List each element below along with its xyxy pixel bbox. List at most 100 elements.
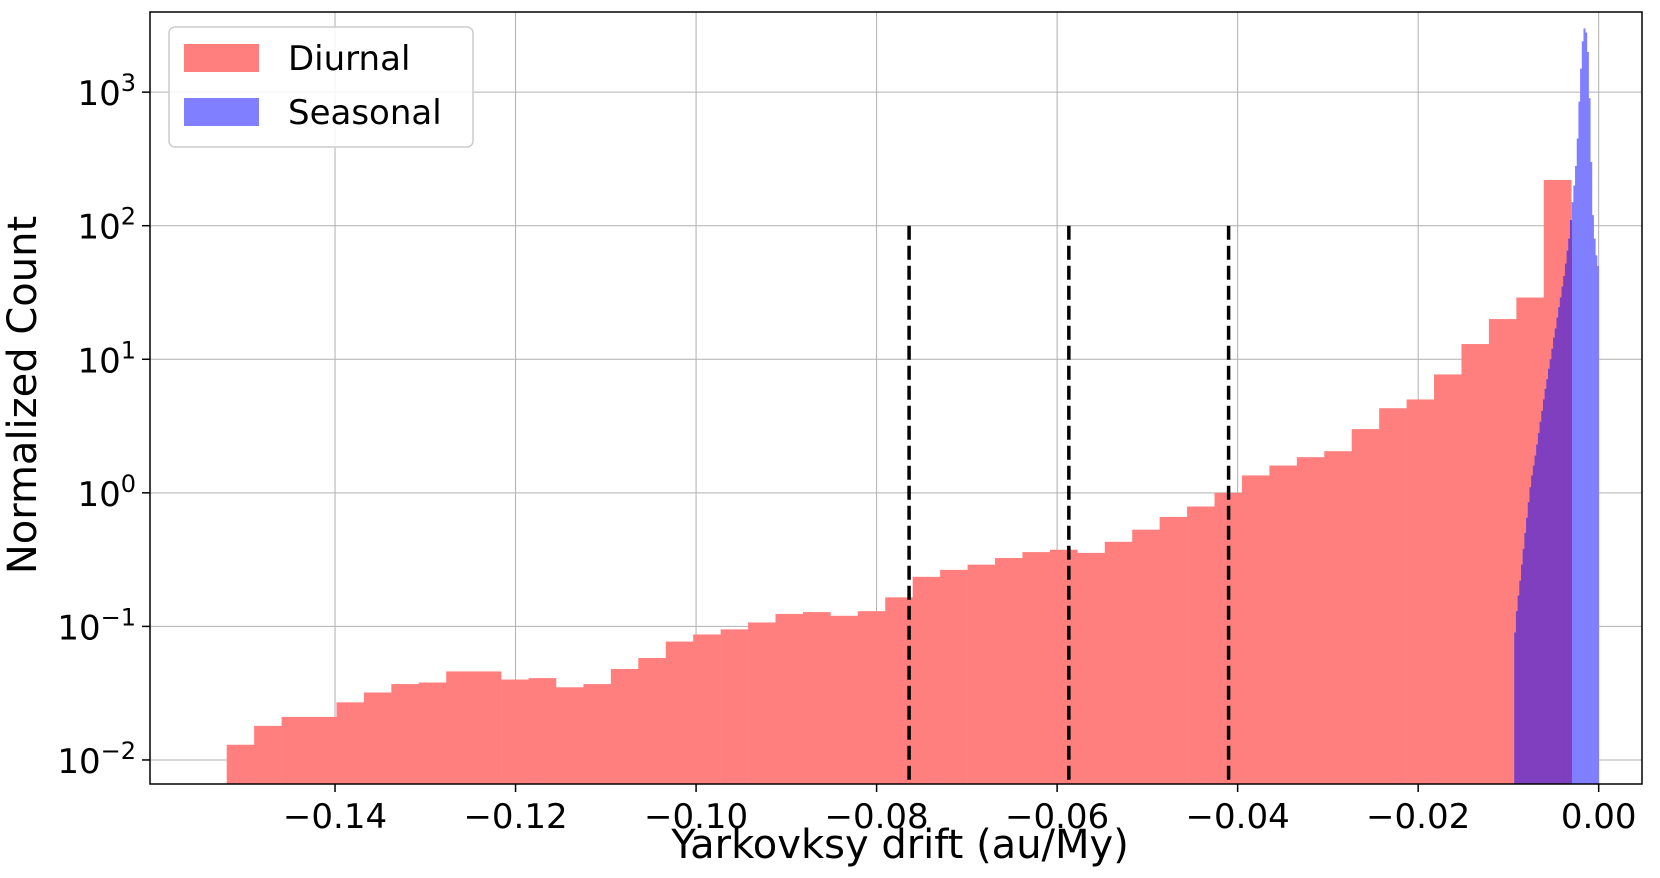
overlap-bar <box>1517 595 1520 784</box>
overlap-bar <box>1522 548 1525 784</box>
overlap-bar <box>1569 220 1572 785</box>
diurnal-bar <box>720 629 749 784</box>
overlap-bar <box>1534 455 1537 784</box>
diurnal-bar <box>446 671 474 784</box>
diurnal-bar <box>802 612 831 784</box>
overlap-bars <box>1514 220 1572 785</box>
diurnal-bar <box>638 657 667 784</box>
x-tick-label: −0.12 <box>463 797 567 837</box>
x-axis-label: Yarkovksy drift (au/My) <box>670 822 1129 868</box>
diurnal-bar <box>610 668 639 784</box>
legend-swatch-diurnal <box>184 44 259 72</box>
diurnal-bar <box>1104 541 1133 784</box>
x-tick-label: −0.08 <box>824 797 928 837</box>
diurnal-bar <box>1351 429 1380 784</box>
diurnal-bar <box>1488 319 1517 784</box>
plot-area-frame <box>149 11 1643 785</box>
diurnal-bar <box>940 569 968 784</box>
y-tick-label: 101 <box>77 336 136 381</box>
x-axis-ticks: −0.14 −0.12 −0.10 −0.08 −0.06 −0.04 −0.02 0.00 <box>283 784 1637 837</box>
diurnal-bar <box>748 622 776 784</box>
diurnal-bar <box>1379 408 1407 784</box>
seasonal-bar <box>1575 165 1578 784</box>
overlap-bar <box>1566 250 1569 785</box>
diurnal-bar <box>830 615 859 784</box>
diurnal-bar <box>1324 451 1353 784</box>
overlap-bar <box>1529 487 1532 784</box>
legend-swatch-seasonal <box>184 98 259 126</box>
diurnal-bar <box>1241 475 1270 784</box>
overlap-bar <box>1531 475 1534 784</box>
diurnal-bar <box>995 558 1023 784</box>
diurnal-bar <box>857 611 886 784</box>
overlap-bar <box>1559 297 1562 784</box>
overlap-bar <box>1542 399 1545 784</box>
overlap-bar <box>1536 444 1539 784</box>
x-tick-label: −0.10 <box>644 797 748 837</box>
overlap-bar <box>1521 564 1524 784</box>
overlap-bar <box>1551 348 1554 784</box>
legend-label-seasonal: Seasonal <box>288 93 442 133</box>
diurnal-bar <box>1132 529 1160 784</box>
x-tick-label: −0.04 <box>1186 797 1290 837</box>
diurnal-bar <box>912 576 941 784</box>
diurnal-bar <box>775 613 804 784</box>
overlap-bar <box>1548 368 1551 784</box>
seasonal-bar <box>1585 32 1588 785</box>
seasonal-bar <box>1571 202 1574 784</box>
diurnal-bar <box>418 682 447 784</box>
diurnal-bar <box>1296 457 1325 784</box>
overlap-bar <box>1558 307 1561 784</box>
x-tick-label: −0.14 <box>283 797 387 837</box>
diurnal-bar <box>336 702 365 784</box>
seasonal-bar <box>1591 215 1594 785</box>
diurnal-bar <box>1159 516 1188 784</box>
diurnal-bar <box>363 692 392 784</box>
x-tick-label: −0.02 <box>1366 797 1470 837</box>
overlap-bar <box>1556 317 1559 784</box>
overlap-bar <box>1549 359 1552 784</box>
diurnal-bar <box>1461 344 1490 784</box>
seasonal-bar <box>1576 138 1579 785</box>
overlap-bar <box>1537 433 1540 784</box>
diurnal-bar <box>1049 549 1078 784</box>
overlap-bar <box>1546 379 1549 784</box>
vertical-dashed-lines <box>907 225 1231 784</box>
seasonal-bar <box>1588 98 1591 785</box>
legend: Diurnal Seasonal <box>168 26 474 148</box>
overlap-bar <box>1524 533 1527 784</box>
overlap-bar <box>1563 276 1566 784</box>
diurnal-bar <box>1187 506 1215 784</box>
diurnal-bar <box>1406 399 1435 784</box>
diurnal-bar <box>1269 465 1298 784</box>
overlap-bar <box>1561 286 1564 784</box>
seasonal-bar <box>1586 51 1589 784</box>
x-tick-label: −0.06 <box>1005 797 1109 837</box>
y-tick-label: 103 <box>77 69 136 114</box>
overlap-bar <box>1514 632 1517 784</box>
seasonal-bar <box>1593 238 1596 784</box>
diurnal-bar <box>967 564 996 784</box>
x-tick-label: 0.00 <box>1561 797 1637 837</box>
overlap-bar <box>1553 337 1556 784</box>
y-tick-label: 10−1 <box>57 603 136 648</box>
diurnal-bar <box>1077 552 1106 784</box>
diurnal-bar <box>583 684 612 784</box>
seasonal-bar <box>1573 185 1576 784</box>
seasonal-bar <box>1590 161 1593 784</box>
overlap-bar <box>1568 238 1571 784</box>
diurnal-bar <box>555 687 584 784</box>
overlap-bar <box>1564 263 1567 784</box>
y-tick-label: 10−2 <box>57 737 136 782</box>
overlap-bar <box>1515 611 1518 784</box>
diurnal-bar <box>391 684 420 784</box>
overlap-bar <box>1519 580 1522 784</box>
seasonal-bar <box>1578 101 1581 785</box>
diurnal-bar <box>226 744 255 784</box>
overlap-bar <box>1526 517 1529 784</box>
seasonal-bar <box>1595 255 1598 784</box>
y-tick-label: 100 <box>77 470 136 515</box>
overlap-bar <box>1541 410 1544 784</box>
diurnal-bar <box>281 716 310 784</box>
diurnal-bar <box>1022 552 1051 784</box>
